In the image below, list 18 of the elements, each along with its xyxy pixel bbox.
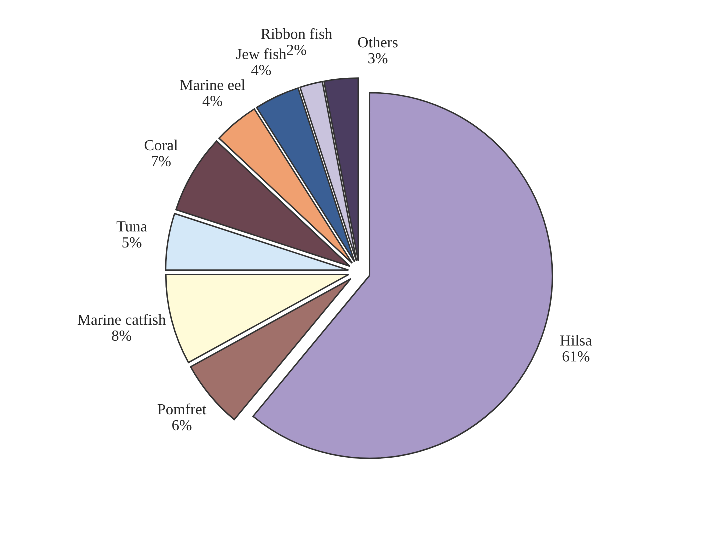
slice-label: Marine catfish bbox=[78, 314, 166, 326]
slice-label: Ribbon fish bbox=[261, 28, 332, 40]
slice-label: Pomfret bbox=[158, 404, 207, 415]
data-label: 2% bbox=[287, 44, 306, 56]
slice-label: Others bbox=[358, 36, 398, 48]
slice-label: Coral bbox=[144, 140, 178, 151]
data-label: 4% bbox=[202, 96, 222, 106]
data-label: 8% bbox=[112, 330, 132, 342]
data-label: 7% bbox=[152, 156, 171, 167]
data-label: 4% bbox=[252, 65, 272, 76]
slice-label: Marine eel bbox=[180, 80, 246, 90]
data-label: 6% bbox=[172, 420, 192, 431]
data-label: 61% bbox=[562, 352, 590, 362]
slice-label: Tuna bbox=[116, 222, 148, 232]
slice-label: Hilsa bbox=[560, 335, 592, 346]
data-label: 3% bbox=[368, 53, 388, 64]
data-label: 5% bbox=[122, 237, 142, 248]
slice-label: Jew fish bbox=[236, 48, 286, 60]
